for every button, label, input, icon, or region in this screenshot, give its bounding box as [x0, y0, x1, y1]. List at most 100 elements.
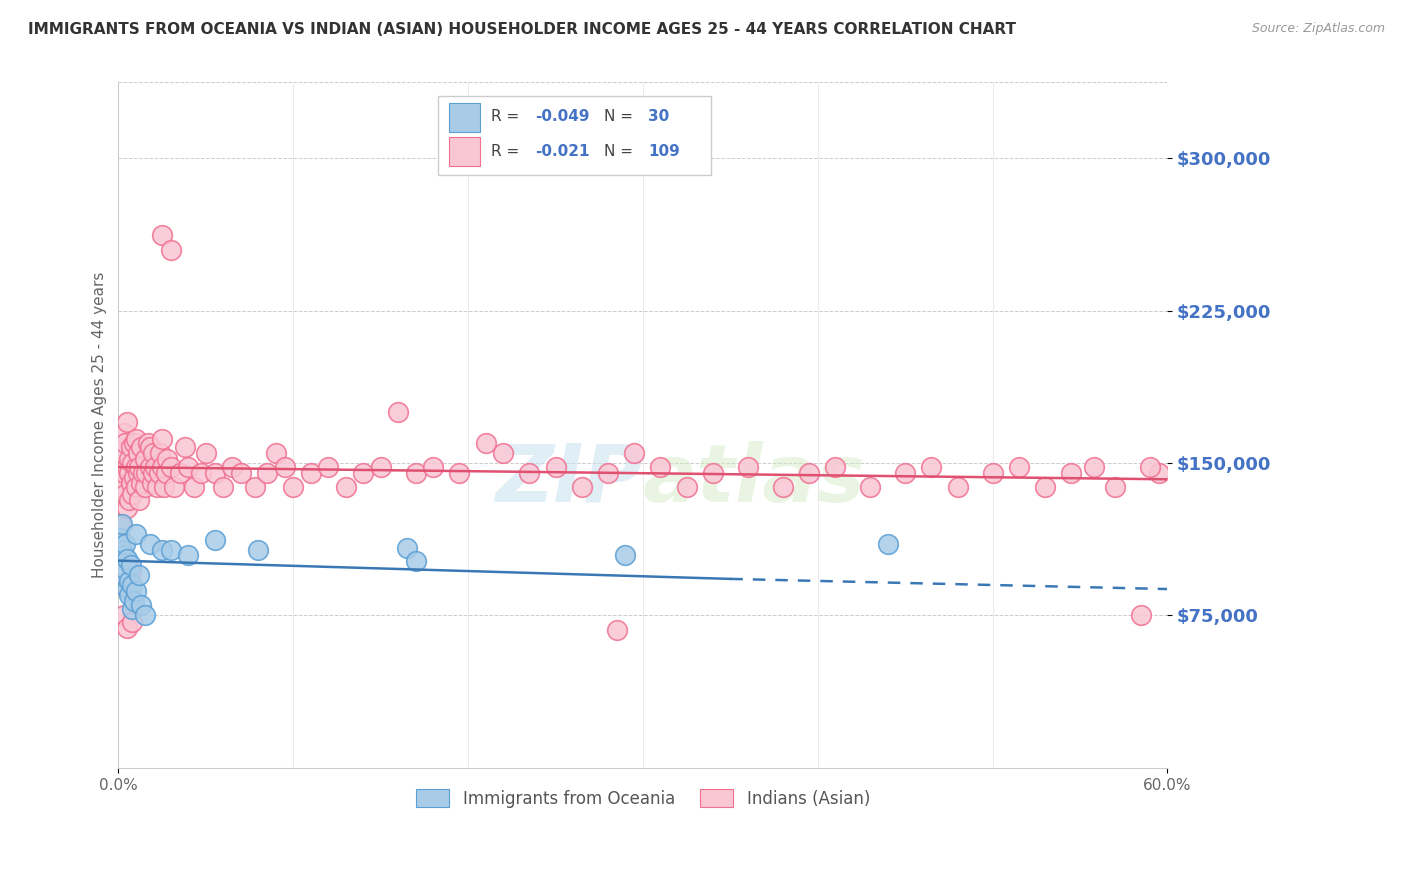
Point	[183, 480, 205, 494]
Point	[449, 466, 471, 480]
Point	[122, 435, 145, 450]
Point	[115, 582, 138, 596]
Point	[120, 440, 142, 454]
Point	[1033, 480, 1056, 494]
Point	[139, 440, 162, 454]
Point	[474, 435, 496, 450]
Text: N =: N =	[605, 110, 638, 124]
Point	[650, 460, 672, 475]
Text: Source: ZipAtlas.com: Source: ZipAtlas.com	[1251, 22, 1385, 36]
Point	[299, 466, 322, 480]
Point	[134, 480, 156, 494]
Point	[946, 480, 969, 494]
Point	[122, 470, 145, 484]
Point	[859, 480, 882, 494]
Point	[114, 562, 136, 576]
Point	[121, 615, 143, 629]
Point	[134, 608, 156, 623]
Point	[128, 567, 150, 582]
Point	[405, 553, 427, 567]
Bar	[449, 137, 481, 166]
Point	[114, 537, 136, 551]
Text: atlas: atlas	[643, 441, 866, 519]
Point	[370, 460, 392, 475]
Text: IMMIGRANTS FROM OCEANIA VS INDIAN (ASIAN) HOUSEHOLDER INCOME AGES 25 - 44 YEARS : IMMIGRANTS FROM OCEANIA VS INDIAN (ASIAN…	[28, 22, 1017, 37]
Point	[149, 446, 172, 460]
Point	[153, 480, 176, 494]
Point	[212, 480, 235, 494]
Point	[129, 476, 152, 491]
Point	[160, 243, 183, 257]
Point	[125, 584, 148, 599]
Point	[256, 466, 278, 480]
Point	[264, 446, 287, 460]
Point	[111, 480, 134, 494]
Point	[128, 492, 150, 507]
Point	[160, 460, 183, 475]
Point	[614, 548, 637, 562]
Text: 30: 30	[648, 110, 669, 124]
Point	[108, 516, 131, 531]
Point	[142, 466, 165, 480]
Point	[118, 574, 141, 588]
Point	[177, 460, 200, 475]
Point	[596, 466, 619, 480]
Point	[150, 228, 173, 243]
Point	[112, 425, 135, 440]
Point	[1147, 466, 1170, 480]
Point	[115, 551, 138, 566]
Point	[135, 466, 157, 480]
Point	[112, 608, 135, 623]
Point	[146, 480, 169, 494]
Point	[156, 452, 179, 467]
Point	[422, 460, 444, 475]
Point	[920, 460, 942, 475]
Point	[115, 621, 138, 635]
Point	[132, 466, 155, 480]
Point	[125, 460, 148, 475]
Point	[108, 476, 131, 491]
Point	[120, 558, 142, 572]
Point	[204, 533, 226, 548]
Point	[395, 541, 418, 556]
Point	[125, 480, 148, 494]
Point	[150, 460, 173, 475]
Point	[120, 476, 142, 491]
Point	[122, 594, 145, 608]
Point	[150, 543, 173, 558]
Point	[112, 567, 135, 582]
Point	[121, 486, 143, 500]
Point	[1130, 608, 1153, 623]
Point	[1060, 466, 1083, 480]
Text: R =: R =	[491, 110, 524, 124]
Point	[115, 500, 138, 515]
Point	[173, 440, 195, 454]
Point	[111, 446, 134, 460]
Point	[125, 527, 148, 541]
Point	[177, 548, 200, 562]
Point	[127, 446, 149, 460]
Point	[169, 466, 191, 480]
Point	[702, 466, 724, 480]
Point	[114, 435, 136, 450]
Point	[115, 460, 138, 475]
Point	[824, 460, 846, 475]
Point	[121, 602, 143, 616]
Point	[141, 476, 163, 491]
Point	[772, 480, 794, 494]
Point	[129, 440, 152, 454]
Point	[160, 543, 183, 558]
Point	[108, 531, 131, 545]
Point	[127, 466, 149, 480]
Point	[121, 578, 143, 592]
Point	[115, 416, 138, 430]
Point	[194, 446, 217, 460]
Point	[128, 460, 150, 475]
Point	[139, 460, 162, 475]
Point	[229, 466, 252, 480]
Text: N =: N =	[605, 144, 638, 159]
Point	[204, 466, 226, 480]
Point	[111, 578, 134, 592]
Point	[797, 466, 820, 480]
Point	[316, 460, 339, 475]
